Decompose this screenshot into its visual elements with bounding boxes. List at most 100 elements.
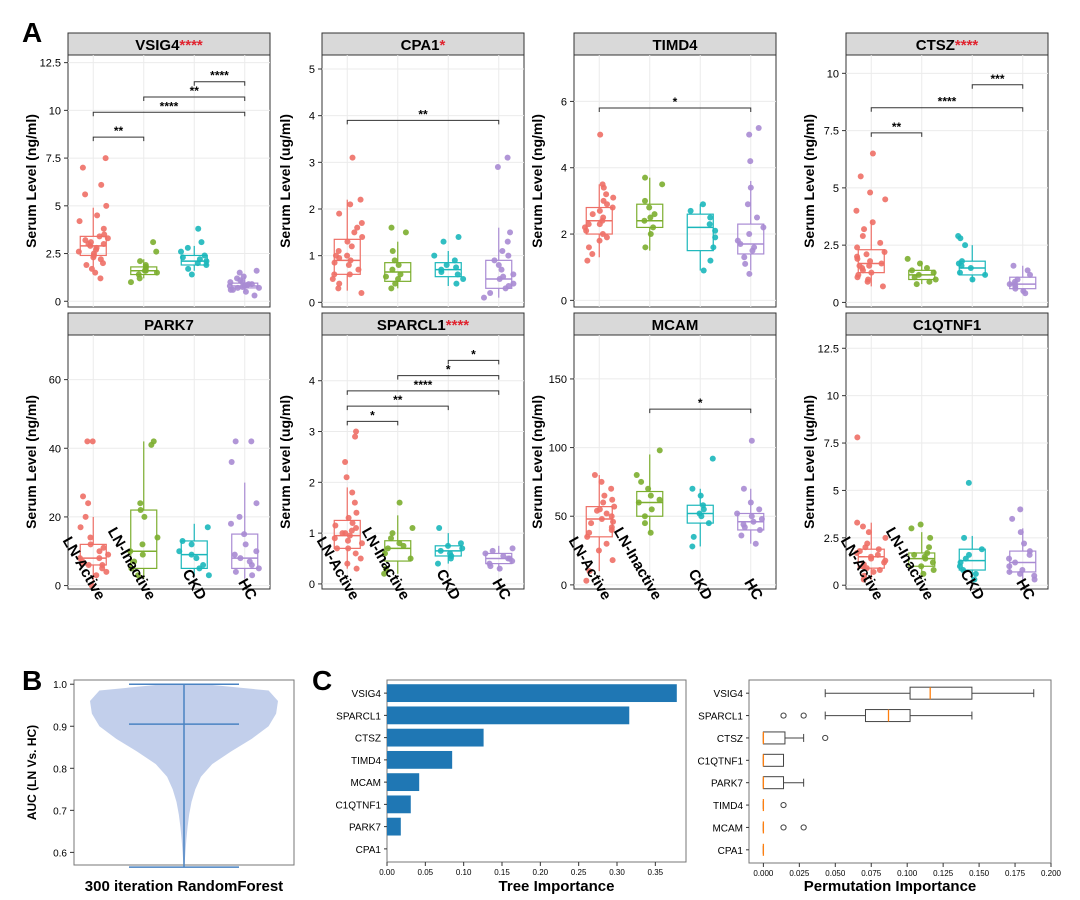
data-point	[150, 239, 157, 246]
y-tick-label: 2.5	[824, 240, 839, 252]
data-point	[865, 276, 872, 283]
x-tick-label: 0.10	[456, 868, 472, 877]
data-point	[142, 262, 149, 268]
data-point	[139, 541, 146, 548]
data-point	[646, 204, 653, 211]
data-point	[388, 285, 395, 292]
data-point	[962, 242, 969, 249]
data-point	[755, 124, 762, 131]
x-tick-label: 0.175	[1005, 869, 1026, 878]
data-point	[200, 561, 207, 568]
data-point	[102, 155, 109, 162]
data-point	[969, 276, 976, 283]
y-axis-label: Serum Level (ng/ml)	[23, 395, 39, 529]
plot-area	[67, 54, 271, 308]
data-point	[131, 558, 138, 565]
y-tick-label: MCAM	[350, 778, 381, 789]
y-axis-label: Serum Level (ug/ml)	[801, 395, 817, 529]
significance-bracket	[346, 390, 500, 395]
data-point	[193, 555, 200, 562]
panel-label-c: C	[312, 665, 332, 696]
y-tick-label: PARK7	[349, 823, 381, 834]
data-point	[656, 496, 663, 503]
data-point	[389, 248, 396, 254]
data-point	[436, 525, 443, 532]
data-point	[100, 225, 107, 232]
x-tick-label: 0.025	[789, 869, 810, 878]
x-tick-label: 0.25	[571, 868, 587, 877]
facet-vsig4: VSIG4**** 0 2.5 5 7.5 10 12.5 Serum Level (ng/m…	[23, 32, 271, 308]
data-point	[965, 479, 972, 486]
data-point	[82, 237, 89, 244]
data-point	[859, 523, 866, 530]
data-point	[234, 284, 241, 291]
data-point	[611, 503, 618, 510]
y-tick-label: TIMD4	[351, 756, 381, 767]
significance-bracket	[649, 408, 752, 414]
data-point	[599, 181, 606, 188]
panel-label-b: B	[22, 665, 42, 696]
data-point	[916, 260, 923, 267]
bar	[387, 684, 677, 703]
y-axis-label: Serum Level (ug/ml)	[277, 395, 293, 529]
data-point	[241, 531, 248, 538]
data-point	[854, 253, 861, 260]
data-point	[596, 237, 603, 244]
data-point	[184, 244, 191, 251]
data-point	[908, 525, 915, 532]
data-point	[603, 540, 610, 547]
y-tick-label: SPARCL1	[698, 712, 743, 723]
data-point	[387, 535, 394, 542]
y-tick-label: CPA1	[718, 846, 744, 857]
data-point	[345, 545, 352, 552]
y-tick-label: 20	[49, 512, 61, 524]
data-point	[127, 548, 134, 555]
significance-bracket	[971, 84, 1024, 89]
data-point	[381, 570, 388, 577]
data-point	[647, 529, 654, 536]
data-point	[431, 252, 438, 259]
y-tick-label: 0.7	[53, 806, 67, 817]
significance-bracket	[346, 119, 500, 125]
y-tick-label: 2.5	[46, 249, 61, 261]
data-point	[641, 520, 648, 527]
data-point	[744, 201, 751, 208]
data-point	[153, 269, 160, 276]
data-point	[641, 197, 648, 204]
significance-label: ****	[414, 378, 433, 392]
data-point	[75, 248, 82, 255]
data-point	[248, 438, 255, 445]
y-tick-label: 2	[561, 229, 567, 241]
data-point	[753, 214, 760, 221]
data-point	[255, 565, 262, 572]
y-tick-label: 0	[309, 297, 315, 309]
significance-bracket	[92, 111, 246, 117]
data-point	[747, 158, 754, 165]
y-axis-label: Serum Level (ug/ml)	[277, 114, 293, 248]
data-point	[1027, 271, 1034, 278]
data-point	[869, 150, 876, 157]
data-point	[861, 572, 868, 579]
data-point	[354, 224, 361, 231]
data-point	[349, 154, 356, 161]
data-point	[135, 271, 142, 278]
data-point	[600, 214, 607, 221]
data-point	[349, 519, 356, 526]
data-point	[878, 260, 885, 267]
y-tick-label: 5	[833, 183, 839, 195]
data-point	[451, 257, 458, 264]
data-point	[854, 519, 861, 526]
data-point	[345, 262, 352, 268]
data-point	[336, 210, 343, 217]
data-point	[915, 271, 922, 278]
facet-title: SPARCL1****	[377, 317, 469, 334]
facet-title: C1QTNF1	[913, 317, 981, 334]
data-point	[228, 459, 235, 465]
y-tick-label: 2	[309, 204, 315, 216]
data-point	[647, 492, 654, 499]
data-point	[746, 270, 753, 277]
outlier-point	[800, 824, 807, 831]
data-point	[1012, 559, 1019, 566]
facet-timd4: TIMD4 0 2 4 6 Serum Level (ng/ml) *	[529, 32, 777, 308]
data-point	[94, 212, 101, 219]
